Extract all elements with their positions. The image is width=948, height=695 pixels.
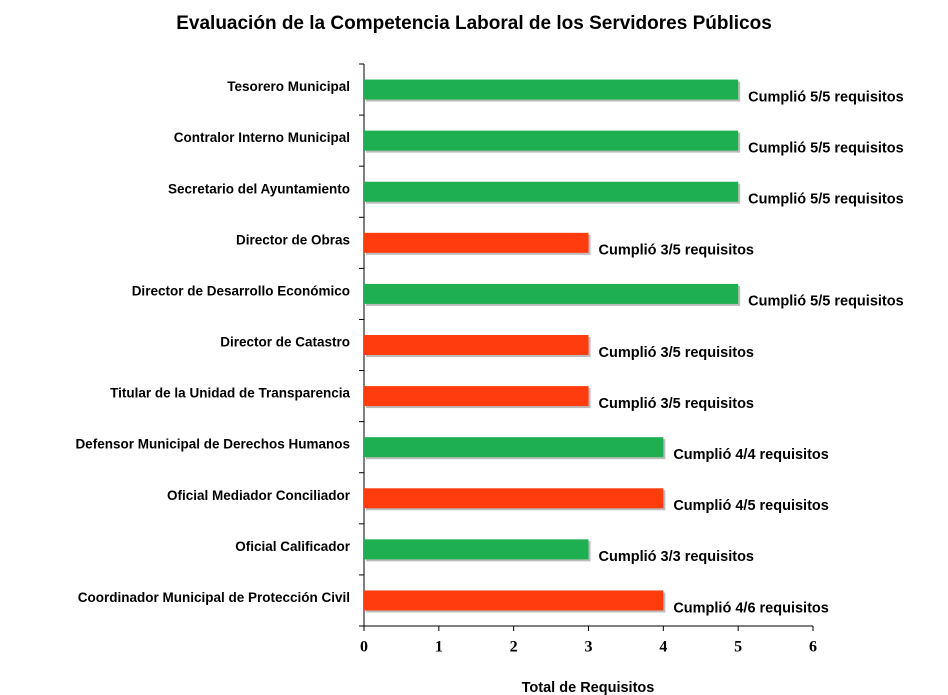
- value-label: Cumplió 3/5 requisitos: [599, 345, 755, 361]
- x-tick-label: 1: [435, 639, 443, 656]
- bar: [364, 386, 589, 407]
- value-label: Cumplió 5/5 requisitos: [748, 192, 904, 208]
- y-tick-label: Director de Desarrollo Económico: [132, 283, 350, 298]
- value-label: Cumplió 5/5 requisitos: [748, 294, 904, 310]
- x-tick-label: 2: [510, 639, 518, 656]
- y-tick-label: Defensor Municipal de Derechos Humanos: [75, 437, 350, 452]
- y-tick-label: Coordinador Municipal de Protección Civi…: [78, 590, 350, 605]
- y-tick-label: Contralor Interno Municipal: [174, 130, 350, 145]
- value-label: Cumplió 4/6 requisitos: [673, 600, 829, 616]
- x-tick-label: 4: [659, 639, 667, 656]
- y-tick-label: Oficial Mediador Conciliador: [167, 488, 351, 503]
- y-tick-label: Director de Obras: [236, 232, 350, 247]
- x-tick-label: 0: [360, 639, 368, 656]
- value-label: Cumplió 4/5 requisitos: [673, 498, 829, 514]
- value-label: Cumplió 5/5 requisitos: [748, 140, 904, 156]
- x-axis-title: Total de Requisitos: [522, 680, 655, 695]
- y-tick-label: Secretario del Ayuntamiento: [168, 181, 350, 196]
- y-tick-label: Titular de la Unidad de Transparencia: [110, 386, 350, 401]
- bar: [364, 79, 739, 100]
- bar: [364, 181, 739, 202]
- value-label: Cumplió 3/5 requisitos: [599, 396, 755, 412]
- y-tick-label: Director de Catastro: [220, 335, 350, 350]
- y-tick-label: Tesorero Municipal: [227, 79, 350, 94]
- value-label: Cumplió 3/5 requisitos: [599, 243, 755, 259]
- bar: [364, 437, 664, 458]
- bar: [364, 130, 739, 151]
- y-tick-label: Oficial Calificador: [235, 539, 351, 554]
- value-label: Cumplió 5/5 requisitos: [748, 89, 904, 105]
- bar: [364, 539, 589, 560]
- x-tick-label: 3: [585, 639, 593, 656]
- bar: [364, 232, 589, 253]
- value-label: Cumplió 3/3 requisitos: [599, 549, 755, 565]
- chart-title: Evaluación de la Competencia Laboral de …: [176, 13, 772, 34]
- bar: [364, 590, 664, 611]
- bar: [364, 283, 739, 304]
- value-label: Cumplió 4/4 requisitos: [673, 447, 829, 463]
- x-tick-label: 5: [734, 639, 742, 656]
- bar: [364, 335, 589, 355]
- bar: [364, 488, 664, 509]
- x-tick-label: 6: [809, 639, 817, 656]
